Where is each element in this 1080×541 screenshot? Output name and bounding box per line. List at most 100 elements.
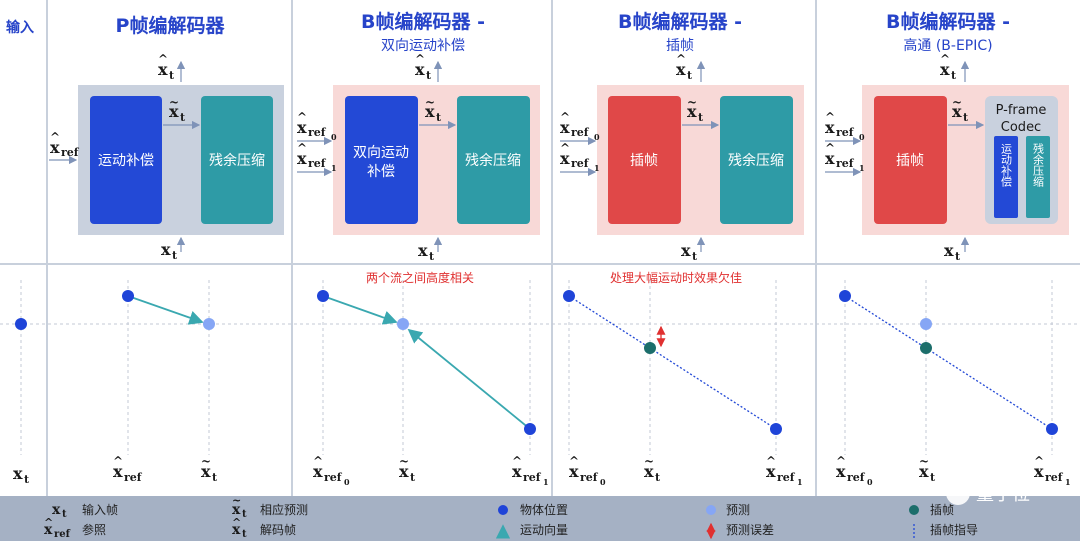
plot-label-xhat-ref0: ^ x ref 0 [836,454,873,487]
panel-title: B帧编解码器 - [618,10,742,33]
svg-text:x: x [512,462,522,481]
svg-text:x: x [44,522,53,538]
x-t-label: x t [681,241,698,263]
svg-text:t: t [955,250,961,263]
svg-text:x: x [825,149,835,168]
svg-text:ref: ref [308,157,327,170]
svg-text:t: t [172,249,178,262]
svg-text:1: 1 [1065,477,1071,487]
svg-text:x: x [161,240,171,259]
bi-motion-label-2: 补偿 [367,164,395,180]
svg-text:x: x [836,462,846,481]
motion-comp-label: 运动补偿 [98,153,154,169]
svg-text:ref: ref [308,126,327,139]
svg-text:~: ~ [919,454,929,468]
residual-label: 残余压缩 [465,152,521,169]
svg-text:ref: ref [580,471,599,484]
plot-label-xt: x t [13,464,30,486]
svg-text:运动向量: 运动向量 [520,522,568,537]
svg-text:预测误差: 预测误差 [726,523,774,537]
xtilde-t-label: ~ x t [169,95,186,124]
svg-text:~: ~ [687,95,697,109]
residual-label: 残余压缩 [728,152,784,169]
legend-motion-vector: 运动向量 [495,522,568,539]
svg-text:^: ^ [512,454,522,468]
legend-predicted: 预测 [706,503,750,517]
svg-text:0: 0 [594,132,600,142]
mini-residual-label: 残余压缩 [1032,142,1045,188]
svg-text:t: t [687,69,693,82]
svg-text:x: x [232,522,241,538]
svg-text:^: ^ [313,454,323,468]
svg-text:x: x [13,464,23,483]
motion-vector [127,295,204,325]
legend-interpolated: 插帧 [909,503,954,517]
svg-text:t: t [212,471,218,484]
legend-interp-guide: 插帧指导 [913,522,978,539]
svg-text:1: 1 [859,163,865,173]
svg-text:x: x [158,60,168,79]
ref0-position-dot [317,290,329,302]
svg-text:x: x [569,462,579,481]
svg-text:x: x [681,241,691,260]
svg-text:t: t [951,69,957,82]
svg-text:ref: ref [523,471,542,484]
svg-text:ref: ref [124,471,143,484]
svg-text:x: x [952,102,962,121]
svg-text:^: ^ [297,141,307,155]
svg-text:^: ^ [825,110,835,124]
residual-block [457,96,530,224]
svg-text:ref: ref [777,471,796,484]
mini-motion-block [994,136,1018,218]
svg-text:物体位置: 物体位置 [520,502,568,517]
svg-text:x: x [644,462,654,481]
xhat-t-label: ^ x t [158,52,175,82]
svg-text:^: ^ [415,52,425,66]
plot-label-xtilde-t: ~ x t [201,454,218,484]
svg-text:x: x [313,462,323,481]
svg-text:x: x [676,60,686,79]
panel-title: B帧编解码器 - [361,10,485,33]
svg-text:x: x [418,241,428,260]
ref1-position-dot [1046,423,1058,435]
svg-text:t: t [655,471,661,484]
svg-text:0: 0 [859,132,865,142]
svg-text:^: ^ [297,110,307,124]
svg-text:~: ~ [232,494,241,507]
plot-label-xtilde-t: ~ x t [644,454,661,484]
plot-label-xhat-ref0: ^ x ref 0 [569,454,606,487]
xhat-ref0-label: ^ x ref 0 [825,110,865,142]
svg-text:ref: ref [836,157,855,170]
bi-motion-block [345,96,418,224]
svg-text:1: 1 [594,163,600,173]
interp-label: 插帧 [896,153,924,169]
prediction-dot [920,318,932,330]
svg-text:t: t [963,111,969,124]
svg-text:ref: ref [54,529,71,540]
xhat-t-label: ^ x t [415,52,432,82]
svg-text:^: ^ [560,141,570,155]
svg-text:x: x [425,102,435,121]
interpolated-dot [920,342,932,354]
xhat-ref-label: x ^ ref [50,130,80,159]
panel-subtitle: 插帧 [666,38,694,54]
svg-text:^: ^ [232,516,241,529]
svg-text:x: x [297,118,307,137]
svg-text:t: t [62,509,67,520]
svg-text:x: x [399,462,409,481]
svg-text:t: t [169,69,175,82]
plot-label-xhat-ref1: ^ x ref 1 [766,454,803,487]
ref0-position-dot [839,290,851,302]
svg-text:x: x [415,60,425,79]
svg-text:ref: ref [324,471,343,484]
svg-text:0: 0 [344,477,350,487]
legend-object-position: 物体位置 [498,502,568,517]
svg-text:t: t [698,111,704,124]
plot-label-xhat-ref: ^ x ref [113,454,143,484]
svg-text:ref: ref [847,471,866,484]
xhat-t-label: ^ x t [940,52,957,82]
panel-subtitle: 高通 (B-EPIC) [903,37,992,54]
xtilde-t-label: ~ x t [687,95,704,124]
panel-title: B帧编解码器 - [886,10,1010,33]
